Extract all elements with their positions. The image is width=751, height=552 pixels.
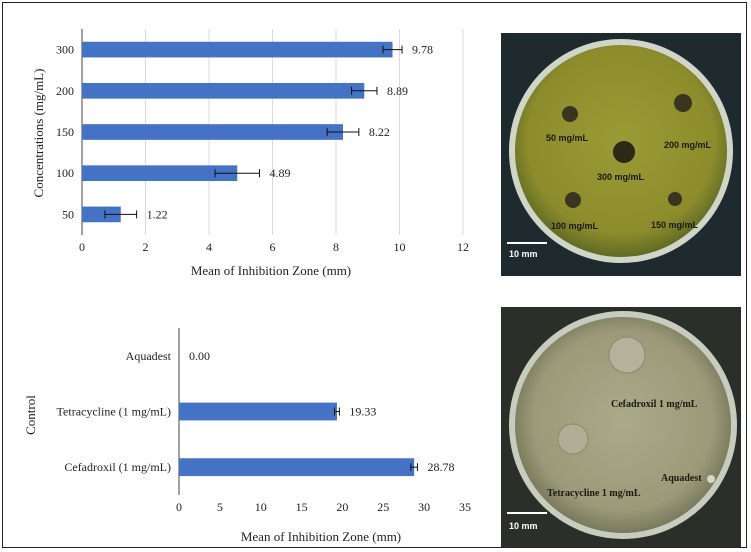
data-label: 4.89	[269, 166, 290, 180]
chart1-ylabel: Concentrations (mg/mL)	[31, 69, 46, 198]
chart1-xlabel: Mean of Inhibition Zone (mm)	[191, 263, 351, 278]
petri-dish-1: 50 mg/mL 200 mg/mL 300 mg/mL 100 mg/mL 1…	[507, 39, 733, 263]
zone-100	[565, 192, 581, 208]
bar	[82, 41, 393, 58]
x-tick-label: 2	[143, 240, 149, 254]
x-tick-label: 10	[255, 500, 267, 514]
x-tick-label: 6	[270, 240, 276, 254]
zone-aquadest	[707, 475, 715, 483]
zone-150	[668, 192, 682, 206]
zone-300	[613, 141, 635, 163]
photo1-label-300: 300 mg/mL	[597, 172, 645, 182]
petri-dish-2: Cefadroxil 1 mg/mL Aquadest Tetracycline…	[507, 311, 737, 539]
y-category-label: Cefadroxil (1 mg/mL)	[64, 460, 171, 474]
x-tick-label: 4	[206, 240, 212, 254]
y-category-label: Tetracycline (1 mg/mL)	[57, 405, 171, 419]
y-category-label: 100	[56, 166, 74, 180]
photo1-label-150: 150 mg/mL	[651, 220, 699, 230]
bar	[179, 458, 415, 477]
y-category-label: 300	[56, 43, 74, 57]
zone-cefadroxil	[608, 336, 646, 374]
bar	[82, 124, 343, 140]
x-tick-label: 8	[333, 240, 339, 254]
x-tick-label: 5	[217, 500, 223, 514]
concentration-bar-chart: Concentrations (mg/mL) Mean of Inhibitio…	[31, 29, 469, 278]
photo2-label-aquadest: Aquadest	[661, 473, 702, 484]
y-category-label: 50	[62, 207, 74, 221]
photo1-scale-label: 10 mm	[509, 249, 538, 259]
photo2-label-tetracycline: Tetracycline 1 mg/mL	[547, 488, 641, 499]
bar	[82, 165, 238, 182]
bar	[179, 402, 337, 421]
data-label: 0.00	[189, 349, 210, 363]
bar	[82, 82, 365, 99]
data-label: 8.89	[387, 84, 408, 98]
data-label: 9.78	[412, 43, 433, 57]
x-tick-label: 12	[457, 240, 469, 254]
x-tick-label: 20	[336, 500, 348, 514]
zone-50	[562, 106, 578, 122]
data-label: 28.78	[427, 460, 454, 474]
photo2-label-cefadroxil: Cefadroxil 1 mg/mL	[611, 399, 698, 410]
data-label: 8.22	[369, 125, 390, 139]
petri-dish-concentrations-photo: 50 mg/mL 200 mg/mL 300 mg/mL 100 mg/mL 1…	[501, 33, 741, 276]
photo1-label-200: 200 mg/mL	[664, 140, 712, 150]
x-tick-label: 35	[459, 500, 471, 514]
x-tick-label: 25	[377, 500, 389, 514]
data-label: 1.22	[147, 207, 168, 221]
x-tick-label: 30	[418, 500, 430, 514]
photo1-label-100: 100 mg/mL	[551, 221, 599, 231]
x-tick-label: 15	[296, 500, 308, 514]
control-bar-chart: Control Mean of Inhibition Zone (mm) 0 5 1…	[23, 328, 471, 544]
x-tick-label: 0	[176, 500, 182, 514]
y-category-label: Aquadest	[126, 349, 172, 363]
photo2-scale-label: 10 mm	[509, 521, 538, 531]
zone-tetracycline	[557, 423, 589, 455]
photo1-label-50: 50 mg/mL	[546, 133, 589, 143]
x-tick-label: 10	[394, 240, 406, 254]
petri-dish-control-photo: Cefadroxil 1 mg/mL Aquadest Tetracycline…	[501, 307, 741, 547]
bar	[82, 206, 121, 223]
chart2-xlabel: Mean of Inhibition Zone (mm)	[241, 529, 401, 544]
chart2-ylabel: Control	[23, 395, 38, 435]
data-label: 19.33	[349, 405, 376, 419]
y-category-label: 200	[56, 84, 74, 98]
y-category-label: 150	[56, 125, 74, 139]
x-tick-label: 0	[79, 240, 85, 254]
zone-200	[674, 94, 692, 112]
